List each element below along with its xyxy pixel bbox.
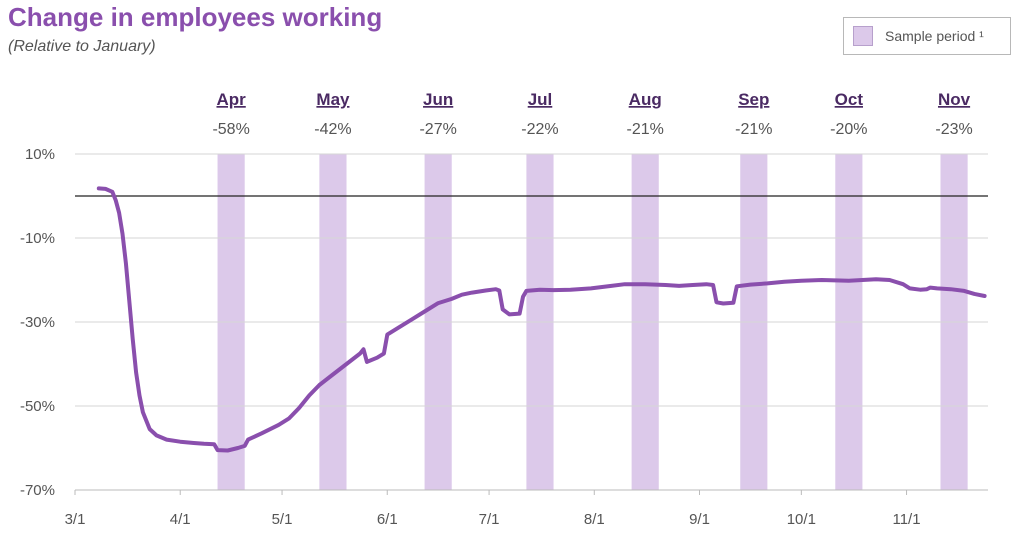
period-month-label: Oct (835, 90, 864, 109)
period-month-label: Jul (528, 90, 553, 109)
x-tick-label: 3/1 (65, 511, 86, 528)
period-value-label: -58% (212, 121, 249, 138)
chart-subtitle: (Relative to January) (8, 38, 156, 55)
x-tick-label: 6/1 (377, 511, 398, 528)
period-value-label: -23% (935, 121, 972, 138)
y-tick-label: -10% (20, 230, 55, 247)
y-tick-label: -30% (20, 314, 55, 331)
chart-title: Change in employees working (8, 2, 383, 32)
period-headers: Apr -58% May -42% Jun -27% Jul -22% Aug -21% Sep -2… (212, 90, 972, 138)
period-value-label: -22% (521, 121, 558, 138)
period-month-label: Apr (216, 90, 246, 109)
y-tick-label: -50% (20, 398, 55, 415)
period-value-label: -42% (314, 121, 351, 138)
period-month-label: Aug (629, 90, 662, 109)
x-tick-label: 8/1 (584, 511, 605, 528)
series-lines (96, 186, 987, 453)
period-month-label: May (316, 90, 350, 109)
period-month-label: Sep (738, 90, 769, 109)
period-month-label: Jun (423, 90, 453, 109)
legend-label: Sample period ¹ (885, 28, 984, 44)
x-tick-label: 7/1 (479, 511, 500, 528)
period-value-label: -20% (830, 121, 867, 138)
legend-swatch (853, 26, 873, 46)
y-tick-label: 10% (25, 146, 55, 163)
y-axis: 10% -10% -30% -50% -70% (20, 146, 55, 499)
x-tick-label: 5/1 (272, 511, 293, 528)
x-tick-label: 4/1 (170, 511, 191, 528)
x-tick-label: 10/1 (787, 511, 816, 528)
period-value-label: -21% (627, 121, 664, 138)
series-line (96, 186, 987, 453)
period-value-label: -21% (735, 121, 772, 138)
period-month-label: Nov (938, 90, 971, 109)
y-tick-label: -70% (20, 482, 55, 499)
x-tick-label: 11/1 (892, 511, 920, 528)
legend: Sample period ¹ (843, 17, 1011, 55)
x-tick-label: 9/1 (689, 511, 710, 528)
period-value-label: -27% (419, 121, 456, 138)
gridlines (75, 153, 988, 491)
x-axis: 3/1 4/1 5/1 6/1 7/1 8/1 9/1 10/1 11/1 (65, 490, 921, 528)
